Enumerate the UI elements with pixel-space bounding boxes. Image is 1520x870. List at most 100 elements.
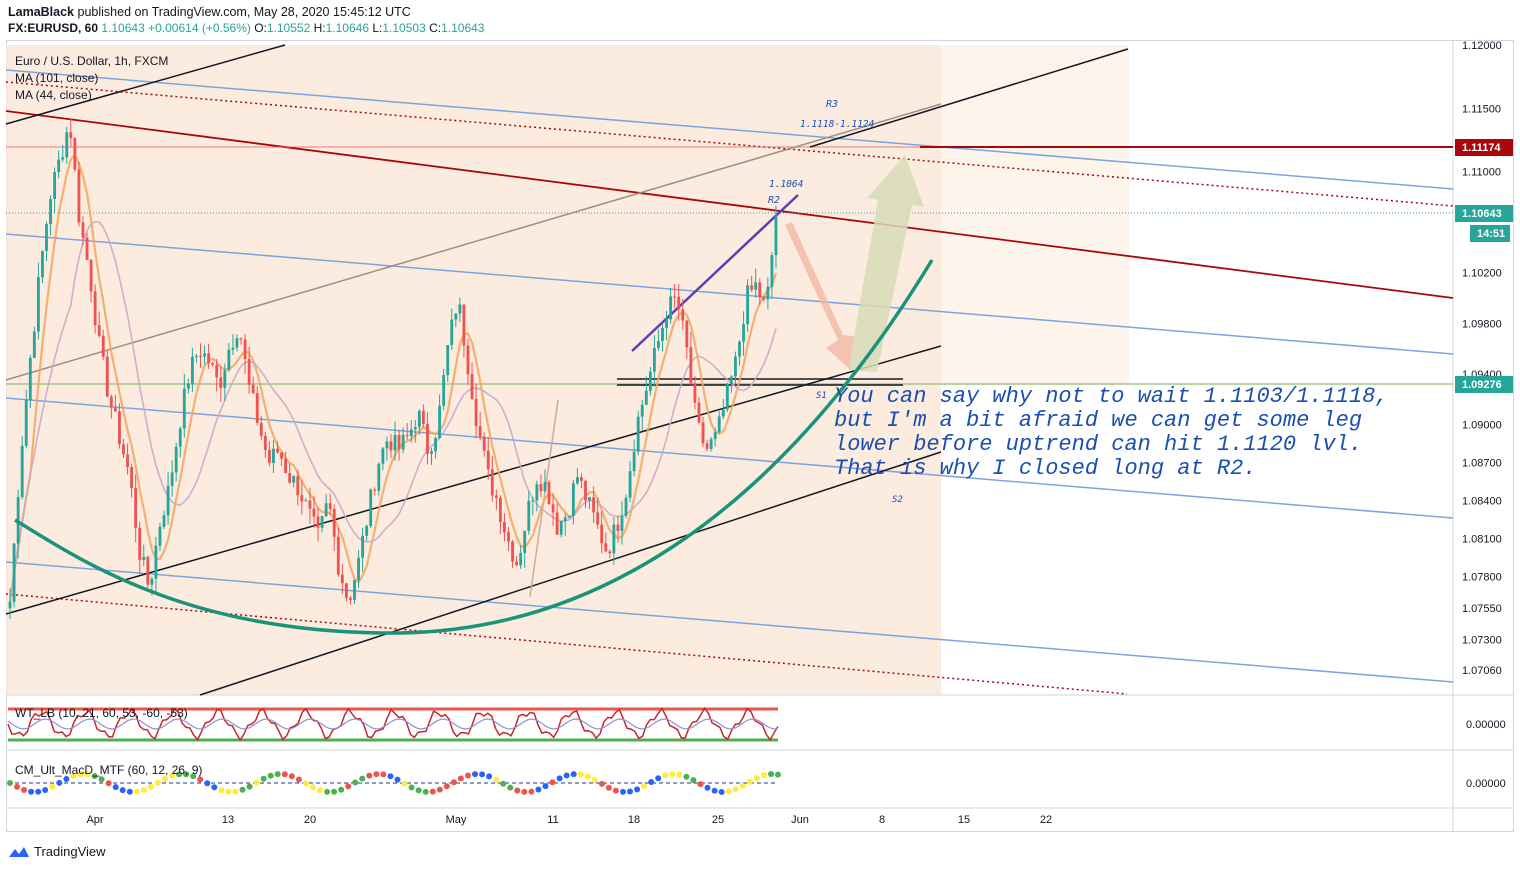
candle-body bbox=[195, 355, 198, 357]
candle-body bbox=[77, 169, 81, 223]
macd-dot bbox=[570, 771, 577, 778]
candle-body bbox=[377, 463, 381, 491]
candle-body bbox=[227, 349, 231, 371]
green-curve bbox=[14, 259, 934, 635]
candle-body bbox=[754, 282, 758, 290]
macd-dot bbox=[704, 784, 711, 791]
macd-dot bbox=[662, 772, 669, 779]
candle-body bbox=[389, 441, 393, 451]
macd-dot bbox=[697, 781, 704, 788]
candle-body bbox=[417, 410, 421, 428]
candle-body bbox=[235, 338, 239, 348]
candle-body bbox=[531, 500, 535, 502]
candle-body bbox=[466, 345, 470, 375]
macd-dot bbox=[239, 786, 246, 793]
candle-body bbox=[150, 578, 154, 585]
candle-body bbox=[312, 508, 316, 517]
candle-body bbox=[190, 356, 194, 384]
candle-body bbox=[332, 508, 336, 537]
annotation-line-1: You can say why not to wait 1.1103/1.111… bbox=[834, 384, 1389, 409]
candle-body bbox=[259, 422, 263, 436]
macd-dot bbox=[119, 787, 126, 794]
candle-body bbox=[142, 556, 146, 560]
macd-dot bbox=[746, 778, 753, 785]
macd-dot bbox=[620, 788, 626, 795]
last-price: 1.10643 bbox=[101, 21, 145, 35]
macd-dot bbox=[612, 787, 619, 794]
macd-dot bbox=[577, 771, 584, 778]
candle-body bbox=[134, 488, 138, 528]
candle-body bbox=[207, 353, 211, 364]
macd-dot bbox=[183, 771, 190, 778]
candle-body bbox=[555, 512, 559, 535]
candle-body bbox=[130, 466, 134, 489]
candle-body bbox=[547, 482, 551, 505]
price-tick-label: 1.07800 bbox=[1462, 571, 1502, 583]
time-tick-label: 8 bbox=[879, 814, 885, 826]
candle-body bbox=[118, 411, 121, 445]
wt-signal-line bbox=[7, 718, 779, 730]
annotation-line-3: lower before uptrend can hit 1.1120 lvl. bbox=[834, 432, 1362, 457]
macd-dot bbox=[775, 771, 781, 778]
candle-body bbox=[340, 574, 344, 584]
candle-body bbox=[328, 503, 332, 509]
macd-dot bbox=[98, 776, 105, 783]
candle-body bbox=[81, 222, 85, 238]
time-tick-label: 18 bbox=[628, 814, 640, 826]
macd-dot bbox=[140, 786, 147, 793]
legend-wt-lb: WT_LB (10, 21, 60, 53, -60, -53) bbox=[15, 706, 188, 720]
candle-body bbox=[272, 448, 275, 463]
macd-dot bbox=[70, 772, 77, 779]
countdown-tag: 14:51 bbox=[1470, 225, 1510, 242]
candle-body bbox=[89, 259, 93, 292]
macd-dot bbox=[133, 788, 140, 795]
macd-dot bbox=[232, 788, 239, 795]
candle-body bbox=[292, 476, 296, 483]
candle-body bbox=[280, 452, 283, 459]
macd-dot bbox=[669, 771, 676, 778]
macd-dot bbox=[535, 786, 542, 793]
candle-body bbox=[263, 435, 267, 450]
macd-dot bbox=[253, 779, 260, 786]
macd-dot bbox=[91, 773, 98, 779]
macd-dot bbox=[14, 783, 20, 790]
macd-dot bbox=[591, 776, 598, 783]
time-tick-label: 15 bbox=[958, 814, 970, 826]
candle-body bbox=[393, 434, 397, 451]
black-channel-top-left bbox=[5, 44, 286, 125]
price-tag-10643: 1.10643 bbox=[1455, 205, 1513, 222]
macd-dot bbox=[549, 779, 556, 786]
candle-body bbox=[421, 410, 425, 424]
time-axis: Apr 13 20 May 11 18 25 Jun 8 15 22 bbox=[86, 814, 1052, 826]
candle-body bbox=[276, 448, 279, 453]
candle-body bbox=[616, 524, 620, 532]
candle-body bbox=[401, 434, 405, 450]
macd-dot bbox=[324, 788, 331, 795]
macd-dot bbox=[49, 783, 56, 790]
candle-body bbox=[166, 485, 170, 516]
footer-brand[interactable]: TradingView bbox=[8, 844, 106, 859]
candle-body bbox=[657, 340, 660, 348]
up-projection-arrow bbox=[848, 155, 924, 372]
channel-line-bottom bbox=[5, 561, 1454, 683]
candle-body bbox=[170, 472, 174, 486]
candle-body bbox=[515, 561, 519, 566]
annotation-line-2: but I'm a bit afraid we can get some leg bbox=[834, 408, 1362, 433]
candle-body bbox=[146, 556, 150, 585]
macd-dot bbox=[676, 771, 683, 778]
candle-body bbox=[65, 132, 69, 158]
candle-body bbox=[705, 443, 709, 449]
candle-body bbox=[324, 503, 328, 517]
candle-body bbox=[381, 448, 385, 464]
macd-dot bbox=[436, 786, 443, 793]
macd-dot bbox=[366, 772, 373, 779]
open-value: 1.10552 bbox=[266, 21, 311, 35]
purple-trendline bbox=[631, 194, 799, 352]
candle-body bbox=[563, 517, 567, 522]
macd-dot bbox=[380, 771, 387, 778]
candle-body bbox=[519, 552, 523, 566]
candle-body bbox=[551, 504, 555, 513]
time-tick-label: May bbox=[446, 814, 467, 826]
candle-body bbox=[766, 286, 770, 300]
